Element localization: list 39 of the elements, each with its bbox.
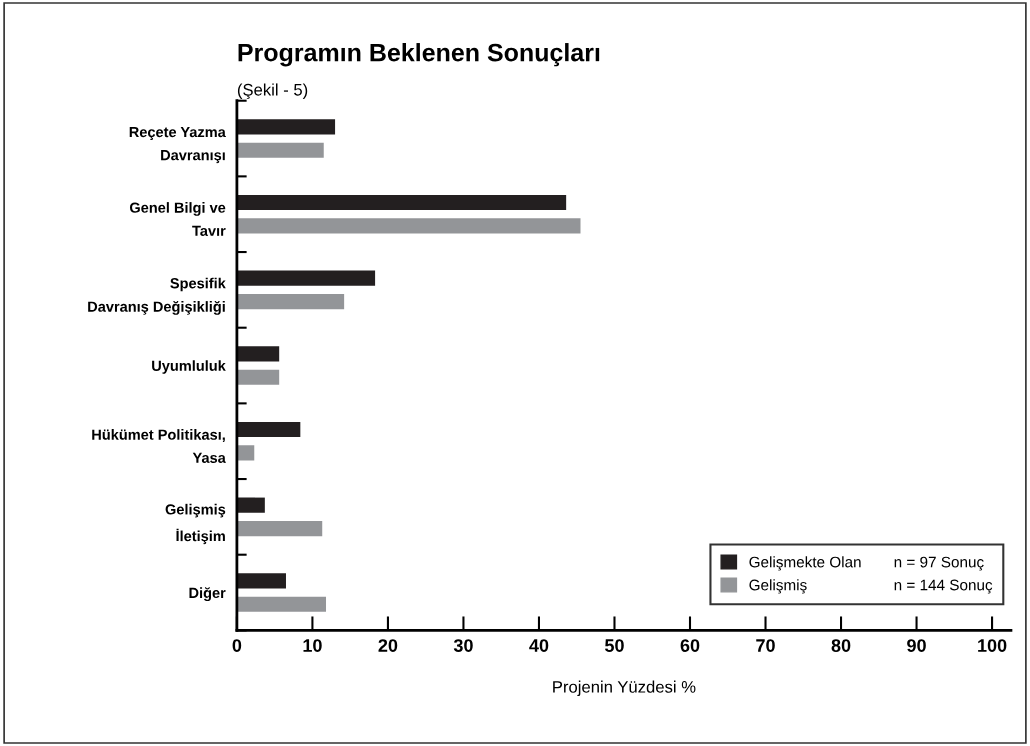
bar — [236, 142, 324, 158]
bar — [236, 596, 327, 612]
bar — [236, 270, 376, 286]
x-tick-label: 0 — [232, 639, 242, 652]
annotation: n = 144 Sonuç — [894, 579, 993, 594]
x-tick-label: 90 — [907, 639, 926, 652]
x-tick-label: 80 — [831, 639, 851, 652]
legend-label: Gelişmekte Olan — [749, 556, 861, 571]
bar — [236, 421, 301, 438]
bar — [236, 194, 567, 211]
bar — [236, 573, 286, 589]
x-tick-label: 50 — [605, 639, 624, 652]
chart-title: Programın Beklenen Sonuçları — [238, 43, 600, 67]
y-tick-label: Spesifik Davranış Değişikliği — [88, 277, 226, 315]
annotation: n = 97 Sonuç — [894, 556, 984, 571]
bar — [236, 445, 255, 461]
x-tick-label: 10 — [303, 639, 322, 652]
x-tick-label: 60 — [680, 639, 700, 652]
chart-subtitle: (Şekil - 5) — [237, 83, 308, 100]
bar — [236, 346, 280, 362]
y-tick-label: Gelişmiş İletişim — [165, 503, 226, 545]
y-tick-label: Reçete Yazma Davranışı — [129, 127, 226, 164]
x-tick-label: 20 — [378, 639, 398, 652]
bar — [236, 369, 280, 385]
bar — [236, 294, 345, 310]
y-tick-label: Hükümet Politikası, Yasa — [92, 429, 226, 463]
y-tick-label: Genel Bilgi ve Tavır — [129, 202, 226, 236]
x-tick-label: 100 — [978, 639, 1007, 652]
legend-label: Gelişmiş — [749, 579, 807, 594]
x-tick-label: 30 — [453, 639, 473, 652]
y-tick-label: Diğer — [189, 587, 226, 601]
x-tick-label: 40 — [529, 639, 549, 652]
x-tick-label: 70 — [756, 639, 775, 652]
bar — [236, 119, 336, 135]
bar — [236, 497, 265, 513]
bar — [236, 218, 581, 234]
bar — [236, 521, 323, 537]
y-tick-label: Uyumluluk — [152, 360, 226, 374]
x-axis-title: Projenin Yüzdesi % — [553, 680, 696, 697]
